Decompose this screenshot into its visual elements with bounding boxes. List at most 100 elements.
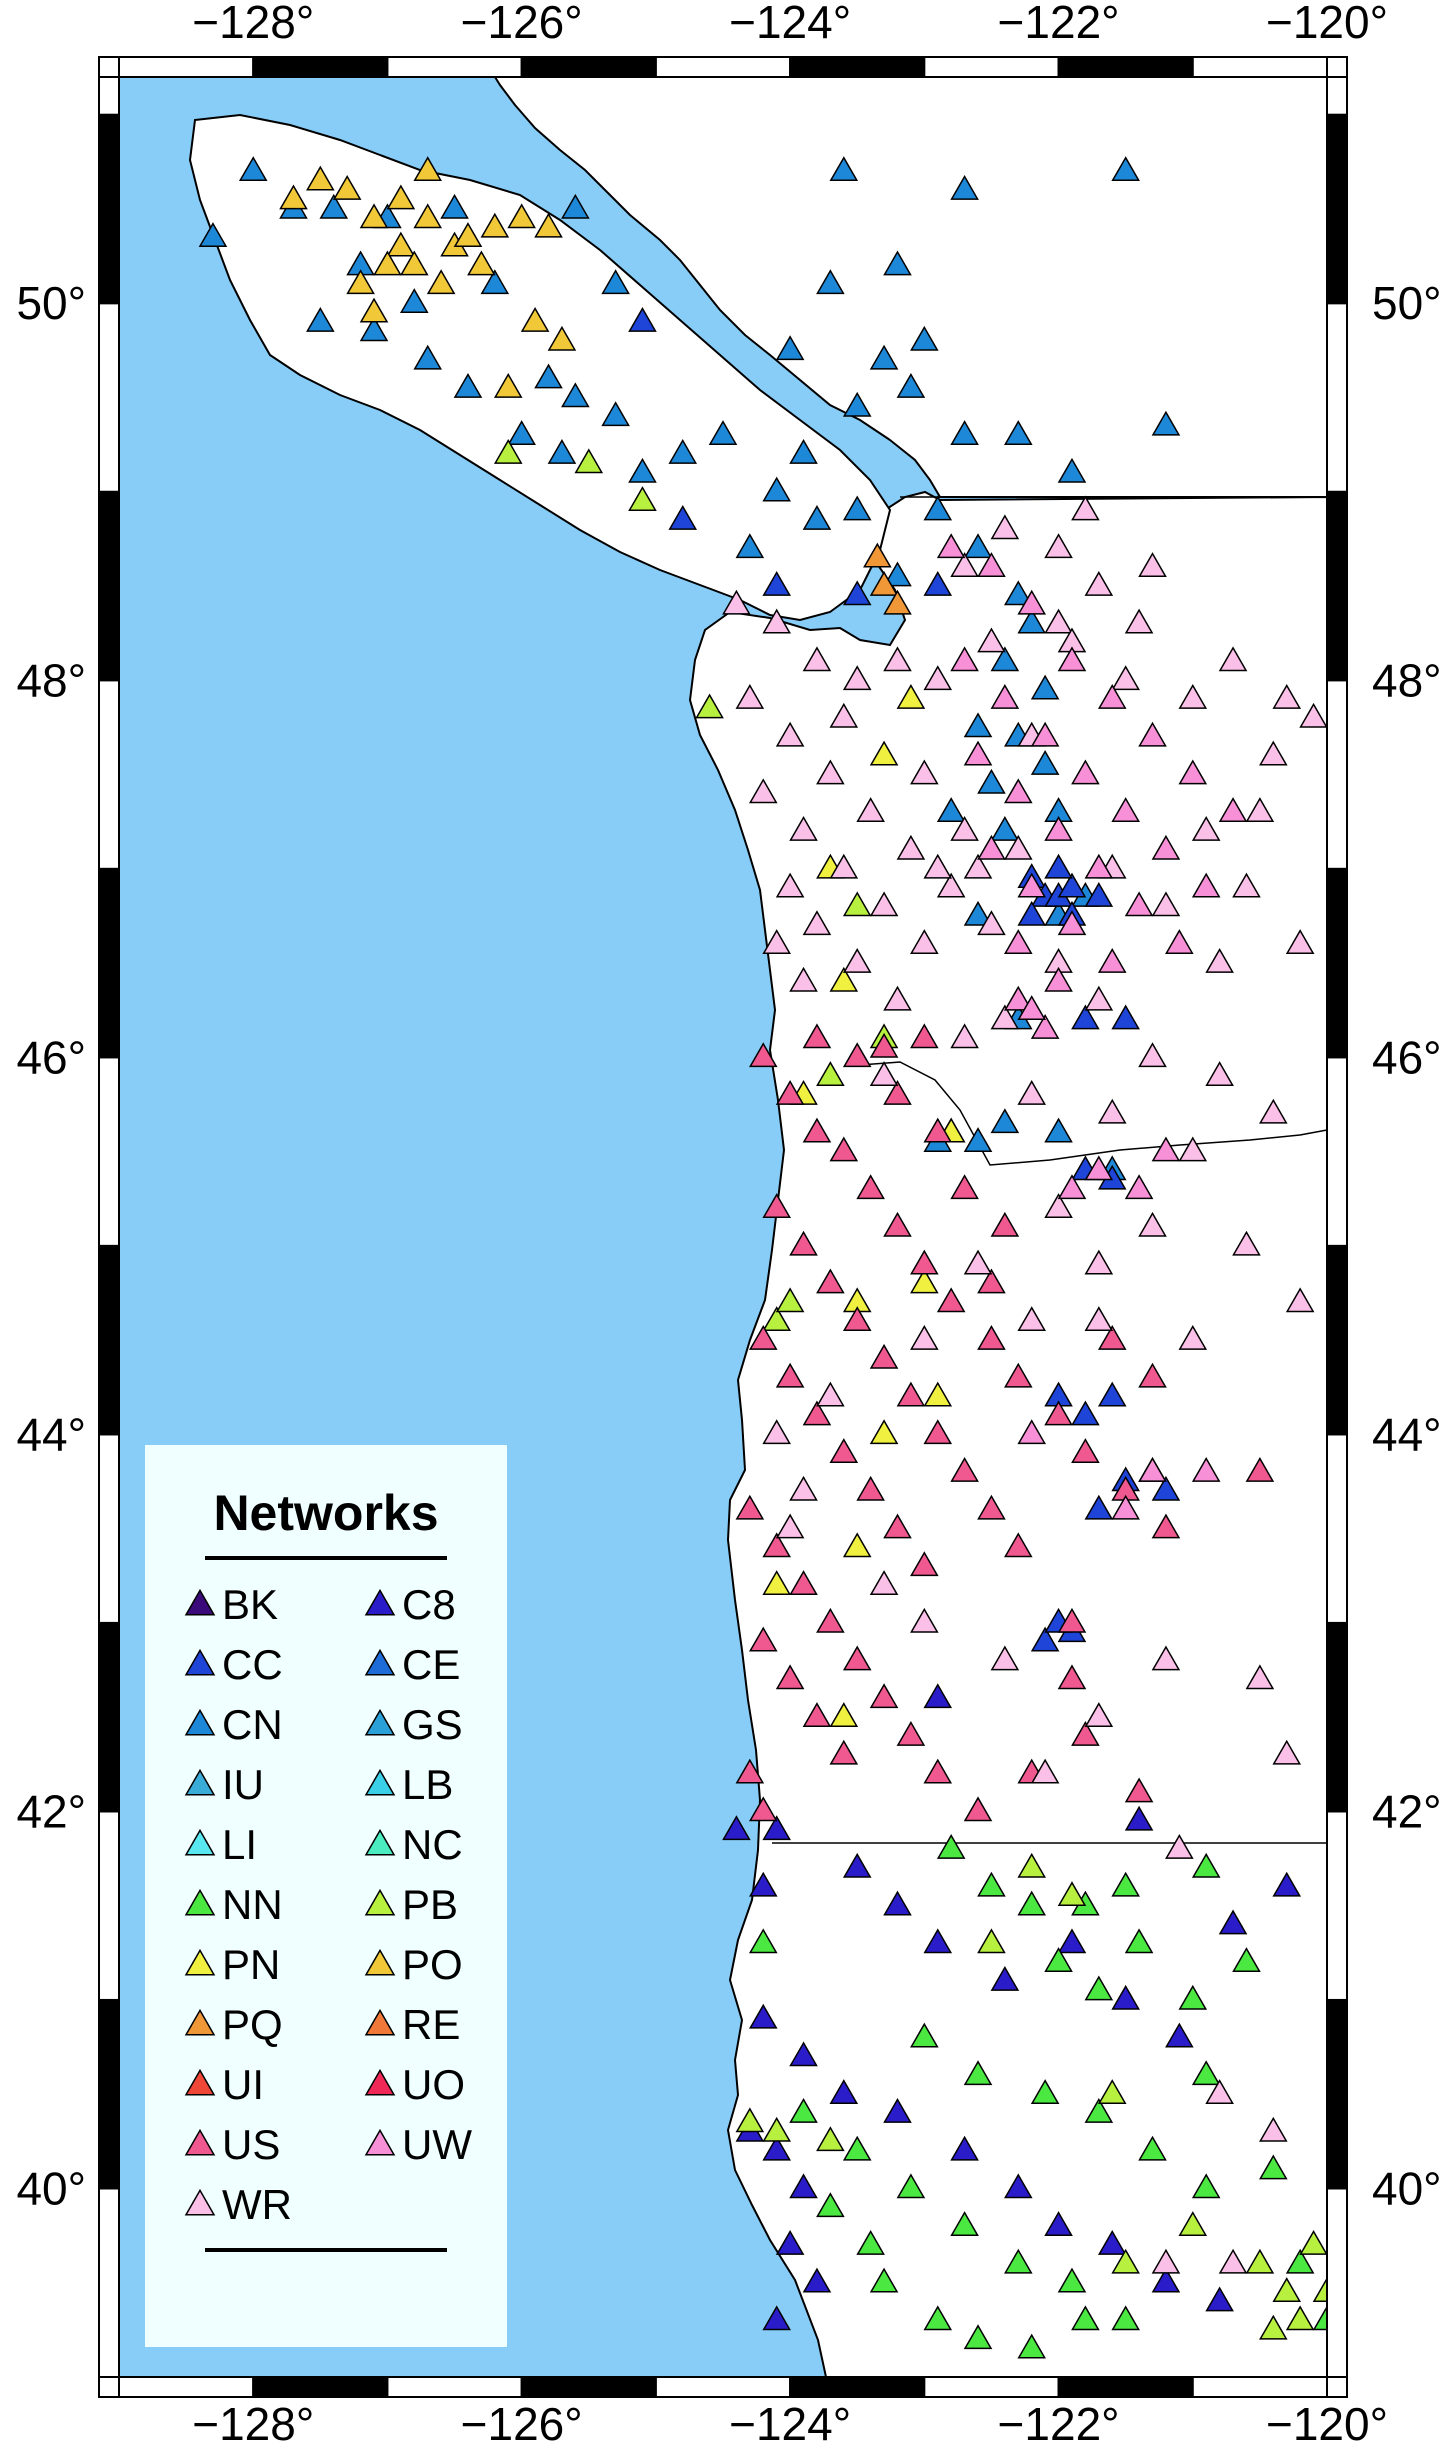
station-wr: [789, 966, 818, 992]
legend-swatch-wr: [184, 2188, 216, 2216]
station-cn: [507, 420, 536, 445]
station-c8: [1151, 2267, 1181, 2293]
station-pq: [883, 589, 912, 615]
frame-segment-right: [1326, 1998, 1348, 2190]
station-wr: [1124, 608, 1154, 634]
station-cn: [238, 156, 268, 182]
frame-segment-bottom: [654, 2376, 792, 2398]
frame-segment-right: [1326, 490, 1348, 682]
station-c8: [802, 2267, 832, 2293]
station-wr: [775, 1513, 805, 1539]
station-po: [453, 222, 483, 248]
station-c8: [1097, 2229, 1127, 2255]
station-uw: [1044, 966, 1073, 992]
station-us: [910, 1551, 939, 1577]
legend-label-iu: IU: [222, 1761, 264, 1808]
legend-swatch-ui: [184, 2068, 216, 2096]
station-cn: [601, 269, 630, 295]
station-cc: [668, 504, 698, 530]
station-wr: [1017, 1079, 1047, 1105]
frame-segment-right: [1326, 1433, 1348, 1624]
station-wr: [923, 853, 953, 879]
lat-tick-label-left: 46°: [16, 1031, 86, 1083]
station-cn: [775, 335, 805, 361]
station-pn: [842, 1532, 872, 1558]
station-cn: [883, 250, 912, 276]
station-us: [977, 1325, 1006, 1350]
station-pn: [762, 1570, 791, 1595]
station-wr: [910, 1607, 939, 1633]
station-cn: [1151, 410, 1181, 436]
station-cn: [668, 438, 698, 464]
station-wr: [1151, 1645, 1181, 1671]
legend-swatch-re: [364, 2008, 396, 2036]
station-uw: [1111, 1494, 1140, 1520]
station-nn: [1191, 1852, 1221, 1878]
station-nn: [1003, 2248, 1033, 2274]
station-po: [373, 250, 402, 276]
frame-segment-bottom: [252, 2376, 389, 2398]
station-pq: [869, 570, 899, 596]
legend-swatch-uo: [364, 2068, 396, 2096]
station-uw: [1057, 910, 1087, 936]
station-po: [534, 212, 563, 238]
station-cn: [1044, 1117, 1073, 1143]
lat-tick-label-right: 46°: [1372, 1031, 1442, 1083]
station-us: [748, 1325, 778, 1350]
legend-label-lb: LB: [402, 1761, 453, 1808]
station-us: [789, 1570, 818, 1595]
station-wr: [1084, 985, 1114, 1011]
station-cn: [547, 438, 577, 464]
frame-segment-left: [98, 1998, 120, 2190]
frame-segment-right: [1326, 2187, 1348, 2378]
station-uw: [1178, 759, 1208, 785]
station-nn: [1071, 2305, 1100, 2331]
station-pb: [1017, 1852, 1047, 1878]
station-wr: [977, 627, 1006, 653]
frame-segment-top: [520, 56, 657, 78]
station-cc: [1071, 1400, 1100, 1426]
station-us: [1003, 1362, 1033, 1388]
station-wr: [1205, 2079, 1234, 2105]
station-cn: [1030, 750, 1060, 775]
station-c8: [990, 1966, 1020, 1991]
lat-tick-label-left: 40°: [16, 2162, 86, 2214]
station-cn: [1003, 580, 1033, 606]
station-us: [869, 1343, 899, 1369]
station-cc: [1084, 882, 1114, 907]
station-cn: [923, 495, 953, 521]
legend-label-cc: CC: [222, 1641, 283, 1688]
station-wr: [816, 1381, 845, 1407]
station-us: [1124, 1777, 1154, 1803]
station-us: [802, 1023, 832, 1049]
station-us: [842, 1042, 872, 1068]
station-us: [775, 1664, 805, 1690]
station-wr: [1138, 552, 1167, 577]
station-nn: [1259, 2154, 1288, 2180]
station-wr: [1178, 1325, 1208, 1350]
station-nn: [1084, 1975, 1114, 2001]
station-wr: [1151, 891, 1181, 917]
station-nn: [1191, 2060, 1221, 2086]
station-wr: [1044, 1193, 1073, 1218]
station-cn: [950, 420, 979, 445]
station-us: [748, 1042, 778, 1068]
station-cc: [1044, 853, 1073, 879]
station-cn: [802, 504, 832, 530]
legend-label-re: RE: [402, 2001, 460, 2048]
station-c8: [762, 2305, 791, 2331]
station-nn: [1178, 1984, 1208, 2010]
station-c8: [762, 1815, 791, 1841]
station-us: [829, 1438, 859, 1464]
station-nn: [1111, 2305, 1140, 2331]
station-po: [547, 325, 577, 351]
station-wr: [1165, 1834, 1194, 1859]
station-cn: [1017, 608, 1047, 634]
station-cc: [628, 307, 657, 332]
frame-segment-left: [98, 113, 120, 305]
station-pn: [829, 1702, 859, 1727]
station-us: [1071, 1438, 1100, 1464]
station-pb: [493, 438, 523, 464]
station-uw: [1030, 1013, 1060, 1039]
station-c8: [1044, 2211, 1073, 2236]
